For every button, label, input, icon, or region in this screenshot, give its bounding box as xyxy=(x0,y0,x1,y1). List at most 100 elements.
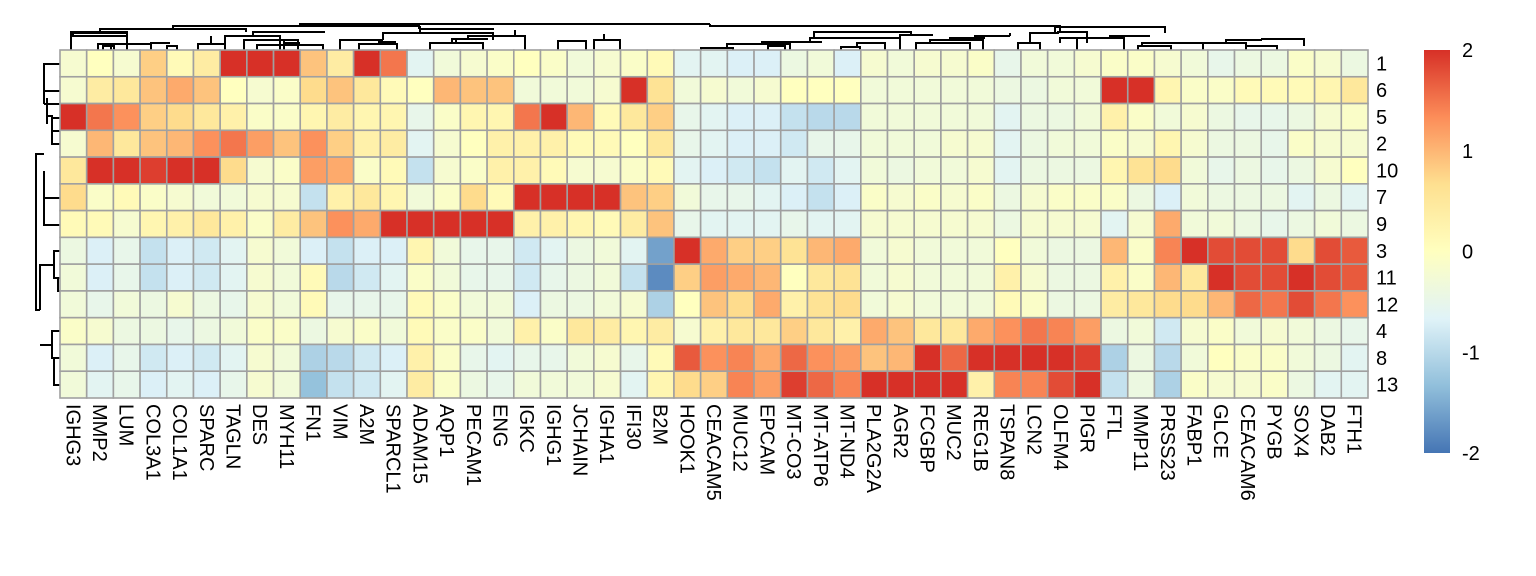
heatmap-cell xyxy=(59,156,88,185)
heatmap-cell xyxy=(993,183,1022,212)
heatmap-cell xyxy=(165,236,195,265)
heatmap-cell xyxy=(219,102,248,132)
row-label: 7 xyxy=(1376,187,1387,209)
column-label: LUM xyxy=(115,404,137,446)
heatmap-cell xyxy=(1287,263,1316,292)
heatmap-cell xyxy=(379,236,408,265)
legend-tick-label: -2 xyxy=(1462,443,1480,465)
heatmap-cell xyxy=(779,236,809,265)
heatmap-cell xyxy=(486,49,515,78)
heatmap-cell xyxy=(406,263,435,292)
heatmap-cell xyxy=(406,49,435,78)
row-label: 6 xyxy=(1376,80,1387,102)
heatmap-cell xyxy=(1340,75,1369,105)
heatmap-cell xyxy=(779,343,809,373)
column-label: TSPAN8 xyxy=(996,404,1018,480)
heatmap-cell xyxy=(165,209,195,239)
heatmap-cell xyxy=(1313,49,1343,78)
heatmap-cell xyxy=(1126,183,1156,212)
heatmap-cell xyxy=(1020,102,1049,132)
heatmap-cell xyxy=(860,316,889,346)
heatmap-cell xyxy=(1046,290,1076,319)
heatmap-cell xyxy=(1153,290,1182,319)
heatmap-cell xyxy=(459,183,488,212)
heatmap-cell xyxy=(1020,49,1049,78)
heatmap-cell xyxy=(646,75,675,105)
heatmap-cell xyxy=(593,316,622,346)
heatmap-cell xyxy=(833,316,862,346)
heatmap-cell xyxy=(379,102,408,132)
heatmap-cell xyxy=(246,129,275,158)
heatmap-cell xyxy=(512,75,542,105)
column-label: MT-ND4 xyxy=(835,404,857,478)
row-label: 4 xyxy=(1376,321,1387,343)
heatmap-cell xyxy=(753,156,782,185)
heatmap-cell xyxy=(165,343,195,373)
heatmap-cell xyxy=(219,370,248,399)
heatmap-cell xyxy=(1073,156,1102,185)
heatmap-cell xyxy=(432,343,462,373)
heatmap-cell xyxy=(673,290,702,319)
heatmap-cell xyxy=(1046,236,1076,265)
heatmap-cell xyxy=(1340,156,1369,185)
heatmap-cell xyxy=(219,129,248,158)
column-label: AGR2 xyxy=(889,404,911,458)
heatmap-cell xyxy=(379,75,408,105)
heatmap-cell xyxy=(726,129,755,158)
heatmap-cell xyxy=(806,209,835,239)
column-label: MYH11 xyxy=(275,404,297,469)
heatmap-cell xyxy=(886,183,916,212)
heatmap-cell xyxy=(59,183,88,212)
heatmap-cell xyxy=(673,102,702,132)
heatmap-cell xyxy=(593,343,622,373)
heatmap-cell xyxy=(246,316,275,346)
heatmap-cell xyxy=(1313,370,1343,399)
heatmap-cell xyxy=(940,343,969,373)
heatmap-cell xyxy=(886,156,916,185)
heatmap-cell xyxy=(1153,209,1182,239)
heatmap-cell xyxy=(726,209,755,239)
heatmap-cell xyxy=(112,343,141,373)
heatmap-cell xyxy=(85,263,115,292)
heatmap-cell xyxy=(1126,75,1156,105)
heatmap-cell xyxy=(860,49,889,78)
column-label: ENG xyxy=(488,404,510,447)
column-label: MMP2 xyxy=(88,404,110,462)
heatmap-cell xyxy=(593,102,622,132)
column-label: OLFM4 xyxy=(1049,404,1071,471)
heatmap-cell xyxy=(1313,316,1343,346)
row-label: 11 xyxy=(1376,268,1397,290)
heatmap-cell xyxy=(913,236,942,265)
heatmap-cell xyxy=(833,156,862,185)
heatmap-cell xyxy=(1287,209,1316,239)
heatmap-cell xyxy=(59,370,88,399)
heatmap-cell xyxy=(299,316,328,346)
heatmap-cell xyxy=(1340,290,1369,319)
heatmap-cell xyxy=(1073,183,1102,212)
heatmap-cell xyxy=(1260,102,1289,132)
heatmap-cell xyxy=(219,290,248,319)
heatmap-cell xyxy=(539,49,568,78)
heatmap-cell xyxy=(352,209,382,239)
row-label: 5 xyxy=(1376,107,1387,129)
heatmap-cell xyxy=(1260,316,1289,346)
heatmap-cell xyxy=(352,316,382,346)
heatmap-cell xyxy=(1020,290,1049,319)
row-label: 3 xyxy=(1376,241,1387,263)
heatmap-cell xyxy=(459,343,488,373)
heatmap-cell xyxy=(940,183,969,212)
heatmap-cell xyxy=(1020,129,1049,158)
heatmap-cell xyxy=(940,75,969,105)
column-dendrogram xyxy=(70,23,1305,50)
heatmap-cell xyxy=(512,343,542,373)
heatmap-cell xyxy=(966,236,996,265)
heatmap-cell xyxy=(59,263,88,292)
heatmap-cell xyxy=(833,75,862,105)
heatmap-cell xyxy=(272,129,302,158)
heatmap-cell xyxy=(59,49,88,78)
heatmap-cell xyxy=(1126,343,1156,373)
row-label: 2 xyxy=(1376,134,1387,156)
heatmap-cell xyxy=(139,129,168,158)
column-label: MT-CO3 xyxy=(782,404,804,480)
heatmap-cell xyxy=(886,343,916,373)
